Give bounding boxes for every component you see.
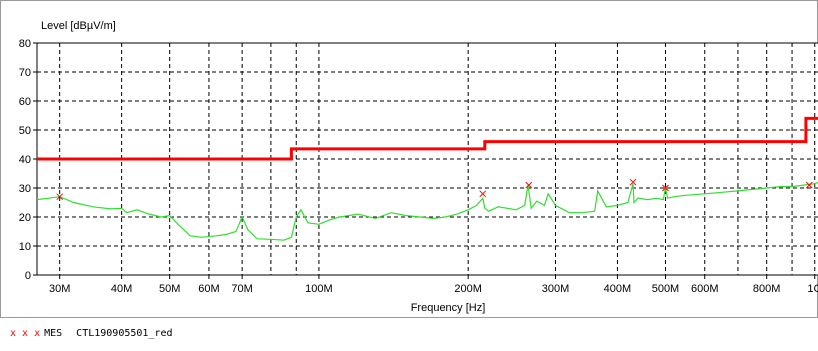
peak-marker bbox=[662, 184, 669, 192]
y-tick-label: 0 bbox=[25, 270, 31, 282]
peak-marker bbox=[525, 181, 533, 189]
y-tick-label: 70 bbox=[19, 67, 31, 79]
x-tick-label: 500M bbox=[652, 283, 680, 295]
y-tick-label: 30 bbox=[19, 183, 31, 195]
legend-bar: x x x MES CTL190905501_red bbox=[0, 318, 818, 351]
y-tick-label: 80 bbox=[19, 38, 31, 50]
y-tick-label: 20 bbox=[19, 212, 31, 224]
x-tick-label: 200M bbox=[454, 283, 482, 295]
y-tick-label: 40 bbox=[19, 154, 31, 166]
emission-chart: Level [dBµV/m] 0 10 20 30 40 50 60 70 80 30M 40M 50M… bbox=[19, 20, 818, 314]
legend-entry: x x x MES CTL190905501_red bbox=[10, 328, 173, 339]
y-tick-label: 10 bbox=[19, 241, 31, 253]
y-axis-label: Level [dBµV/m] bbox=[41, 20, 116, 32]
y-tick-label: 50 bbox=[19, 125, 31, 137]
x-tick-label: 100M bbox=[305, 283, 333, 295]
legend-series-label: MES bbox=[44, 328, 63, 339]
peak-marker bbox=[629, 178, 637, 186]
x-tick-label: 40M bbox=[111, 283, 132, 295]
x-tick-label: 600M bbox=[691, 283, 719, 295]
measurement-trace-line bbox=[36, 181, 818, 241]
x-tick-label: 30M bbox=[49, 283, 70, 295]
y-tick-label: 60 bbox=[19, 96, 31, 108]
peak-marker bbox=[479, 190, 487, 198]
legend-file-name: CTL190905501_red bbox=[76, 328, 173, 339]
x-tick-label: 400M bbox=[604, 283, 632, 295]
x-axis-label: Frequency [Hz] bbox=[411, 302, 486, 314]
chart-frame: Level [dBµV/m] 0 10 20 30 40 50 60 70 80 30M 40M 50M… bbox=[0, 0, 818, 318]
limit-line bbox=[37, 116, 818, 161]
x-tick-label: 50M bbox=[159, 283, 180, 295]
x-tick-label: 60M bbox=[198, 283, 219, 295]
legend-marker-symbols: x x x bbox=[10, 328, 41, 339]
x-tick-label: 1G bbox=[807, 283, 818, 295]
x-tick-label: 800M bbox=[753, 283, 781, 295]
peak-marker bbox=[56, 193, 64, 201]
peak-marker bbox=[805, 181, 813, 189]
x-tick-label: 300M bbox=[542, 283, 570, 295]
x-tick-label: 70M bbox=[231, 283, 252, 295]
